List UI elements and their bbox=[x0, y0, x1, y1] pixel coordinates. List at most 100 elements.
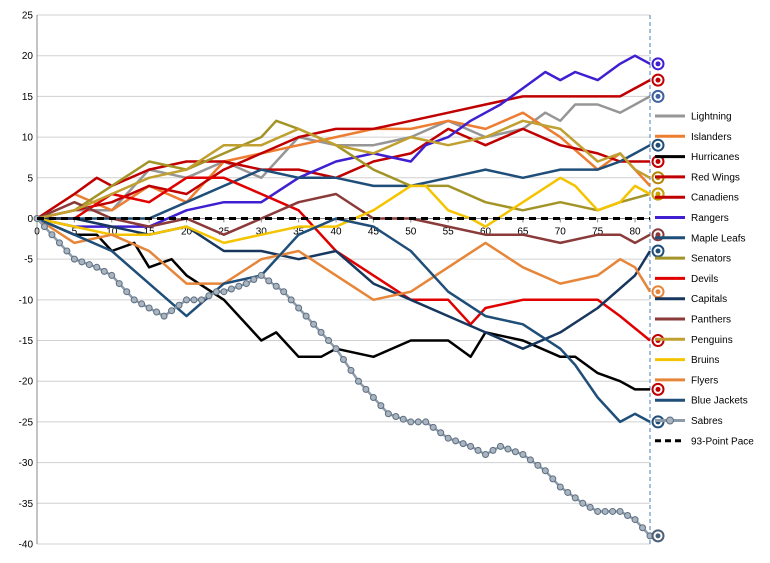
legend-label: Devils bbox=[691, 274, 718, 285]
series-line-canadiens bbox=[36, 79, 651, 220]
canadiens-logo-icon bbox=[651, 73, 665, 87]
capitals-logo-icon bbox=[651, 244, 665, 258]
series-sabres bbox=[33, 214, 654, 540]
series-line-flyers bbox=[36, 217, 652, 302]
data-point-sabres bbox=[347, 366, 355, 374]
legend-item-capitals: Capitals bbox=[655, 294, 727, 305]
legend-item-bruins: Bruins bbox=[655, 355, 719, 366]
y-tick-label: 0 bbox=[27, 214, 33, 225]
data-point-sabres bbox=[579, 499, 587, 507]
series-canadiens bbox=[36, 79, 651, 220]
data-point-sabres bbox=[444, 434, 452, 442]
data-point-sabres bbox=[168, 307, 176, 315]
data-point-sabres bbox=[496, 442, 504, 450]
legend-item-devils: Devils bbox=[655, 274, 718, 285]
legend-label: Penguins bbox=[691, 335, 733, 346]
x-tick-label: 45 bbox=[368, 226, 380, 237]
legend-item-senators: Senators bbox=[655, 254, 731, 265]
hurricanes-logo-icon bbox=[651, 382, 665, 396]
y-tick-label: 25 bbox=[22, 11, 34, 22]
data-point-sabres bbox=[549, 475, 557, 483]
x-tick-label: 55 bbox=[443, 226, 455, 237]
x-tick-label: 30 bbox=[256, 226, 268, 237]
data-point-sabres bbox=[332, 345, 340, 353]
maple-leafs-logo-icon bbox=[651, 138, 665, 152]
data-point-sabres bbox=[325, 337, 333, 345]
x-tick-label: 60 bbox=[480, 226, 492, 237]
legend-label: Lightning bbox=[691, 112, 732, 123]
data-point-sabres bbox=[467, 442, 475, 450]
canadiens-logo-icon-core bbox=[655, 77, 661, 83]
series-line-hurricanes bbox=[36, 217, 650, 391]
data-point-sabres bbox=[616, 507, 624, 515]
y-tick-label: 20 bbox=[22, 51, 34, 62]
series-bruins bbox=[36, 176, 651, 245]
data-point-sabres bbox=[392, 412, 400, 420]
series-line-lightning bbox=[36, 95, 651, 220]
data-point-sabres bbox=[190, 296, 198, 304]
series-blue-jackets bbox=[36, 217, 651, 424]
data-point-sabres bbox=[160, 312, 168, 320]
legend-label: Islanders bbox=[691, 132, 732, 143]
series-rangers bbox=[36, 54, 651, 228]
data-point-sabres bbox=[175, 301, 183, 309]
legend-label: Maple Leafs bbox=[691, 233, 745, 244]
series-lines bbox=[33, 54, 654, 540]
data-point-sabres bbox=[93, 263, 101, 271]
legend-label: Red Wings bbox=[691, 172, 740, 183]
series-devils bbox=[37, 176, 651, 342]
data-point-sabres bbox=[138, 300, 146, 308]
legend-label: Rangers bbox=[691, 213, 729, 224]
data-point-sabres bbox=[197, 296, 205, 304]
y-tick-label: -20 bbox=[19, 377, 34, 388]
data-point-sabres bbox=[55, 239, 63, 247]
y-tick-label: -10 bbox=[19, 295, 34, 306]
legend: Lightning Islanders Hurricanes Red Wings Can… bbox=[655, 112, 754, 447]
x-tick-label: 40 bbox=[330, 226, 342, 237]
legend-label: Senators bbox=[691, 254, 731, 265]
data-point-sabres bbox=[504, 445, 512, 453]
x-tick-label: 50 bbox=[405, 226, 417, 237]
data-point-sabres bbox=[212, 288, 220, 296]
data-point-sabres bbox=[609, 507, 617, 515]
series-hurricanes bbox=[36, 217, 650, 391]
data-point-sabres bbox=[556, 483, 564, 491]
data-point-sabres bbox=[459, 440, 467, 448]
data-point-sabres bbox=[63, 247, 71, 255]
y-tick-label: 15 bbox=[22, 92, 34, 103]
data-point-sabres bbox=[526, 456, 534, 464]
bruins-logo-icon-core bbox=[655, 191, 661, 197]
series-penguins bbox=[36, 119, 651, 220]
data-point-sabres bbox=[362, 385, 370, 393]
data-point-sabres bbox=[586, 503, 594, 511]
data-point-sabres bbox=[601, 507, 609, 515]
series-lightning bbox=[36, 95, 651, 220]
series-flyers bbox=[36, 217, 652, 302]
legend-label: Blue Jackets bbox=[691, 396, 748, 407]
y-tick-label: 10 bbox=[22, 133, 34, 144]
data-point-sabres bbox=[100, 267, 108, 275]
data-point-sabres bbox=[399, 415, 407, 423]
legend-item-maple-leafs: Maple Leafs bbox=[655, 233, 745, 244]
y-tick-label: 5 bbox=[27, 173, 33, 184]
legend-item-lightning: Lightning bbox=[655, 112, 732, 123]
x-tick-label: 80 bbox=[629, 226, 641, 237]
flyers-logo-icon-core bbox=[655, 289, 661, 295]
legend-label: Canadiens bbox=[691, 193, 739, 204]
data-point-sabres bbox=[265, 277, 273, 285]
series-line-rangers bbox=[36, 54, 651, 228]
data-point-sabres bbox=[123, 288, 131, 296]
data-point-sabres bbox=[130, 296, 138, 304]
legend-item-penguins: Penguins bbox=[655, 335, 733, 346]
x-tick-label: 75 bbox=[592, 226, 604, 237]
data-point-sabres bbox=[354, 377, 362, 385]
data-point-sabres bbox=[272, 282, 280, 290]
series-line-devils bbox=[37, 176, 651, 342]
y-tick-label: -30 bbox=[19, 458, 34, 469]
series-capitals bbox=[37, 217, 652, 350]
series-line-blue-jackets bbox=[36, 217, 651, 424]
data-point-sabres bbox=[302, 312, 310, 320]
data-point-sabres bbox=[384, 410, 392, 418]
panthers-logo-icon-core bbox=[655, 232, 661, 238]
